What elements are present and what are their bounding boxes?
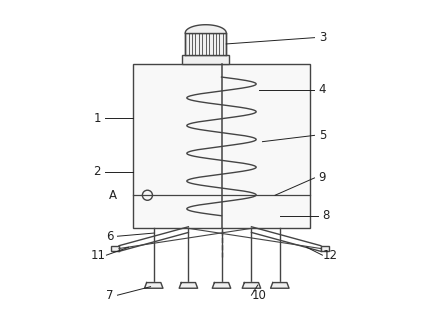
Text: 8: 8 xyxy=(322,209,329,222)
Text: 2: 2 xyxy=(93,165,101,178)
Text: 6: 6 xyxy=(106,230,113,243)
Polygon shape xyxy=(179,283,198,288)
Text: 4: 4 xyxy=(319,83,326,96)
Text: 10: 10 xyxy=(252,289,267,302)
Bar xyxy=(182,55,229,65)
Bar xyxy=(111,246,119,251)
Text: 3: 3 xyxy=(319,31,326,44)
Text: 1: 1 xyxy=(93,112,101,125)
Text: 7: 7 xyxy=(106,289,113,302)
Bar xyxy=(133,65,310,228)
Polygon shape xyxy=(212,283,231,288)
Text: 11: 11 xyxy=(91,249,106,262)
Bar xyxy=(185,33,226,55)
Text: 9: 9 xyxy=(319,171,326,184)
Text: 12: 12 xyxy=(323,249,338,262)
Polygon shape xyxy=(242,283,260,288)
Bar xyxy=(321,246,329,251)
Polygon shape xyxy=(144,283,163,288)
Text: A: A xyxy=(109,189,117,202)
Text: 5: 5 xyxy=(319,129,326,142)
Polygon shape xyxy=(271,283,289,288)
